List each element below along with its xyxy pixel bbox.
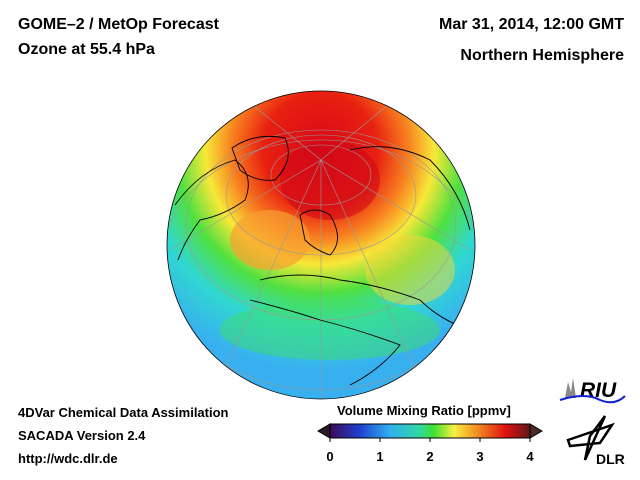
colorbar-tick-label: 3 bbox=[476, 449, 484, 464]
colorbar bbox=[317, 423, 543, 442]
region-label: Northern Hemisphere bbox=[460, 47, 624, 64]
colorbar-tick-label: 2 bbox=[426, 449, 434, 464]
map-title: GOME–2 / MetOp Forecast bbox=[18, 16, 219, 33]
colorbar-under-arrow bbox=[317, 423, 331, 439]
colorbar-gradient bbox=[329, 423, 531, 439]
colorbar-tick-label: 1 bbox=[376, 449, 384, 464]
dlr-logo: DLR bbox=[566, 415, 625, 467]
footer-line2: SACADA Version 2.4 bbox=[18, 428, 146, 443]
coastlines bbox=[174, 135, 471, 386]
riu-logo: RIU bbox=[559, 378, 626, 404]
colorbar-tick-label: 4 bbox=[526, 449, 534, 464]
footer-url-link[interactable]: http://wdc.dlr.de bbox=[18, 451, 118, 466]
globe-outline bbox=[166, 90, 476, 400]
svg-text:DLR: DLR bbox=[596, 451, 625, 467]
map-subtitle: Ozone at 55.4 hPa bbox=[18, 41, 155, 58]
forecast-datetime: Mar 31, 2014, 12:00 GMT bbox=[439, 16, 624, 33]
colorbar-tick-label: 0 bbox=[326, 449, 334, 464]
colorbar-title: Volume Mixing Ratio [ppmv] bbox=[337, 403, 511, 418]
colorbar-over-arrow bbox=[529, 423, 543, 439]
globe-field bbox=[167, 91, 475, 399]
footer-line1: 4DVar Chemical Data Assimilation bbox=[18, 405, 229, 420]
